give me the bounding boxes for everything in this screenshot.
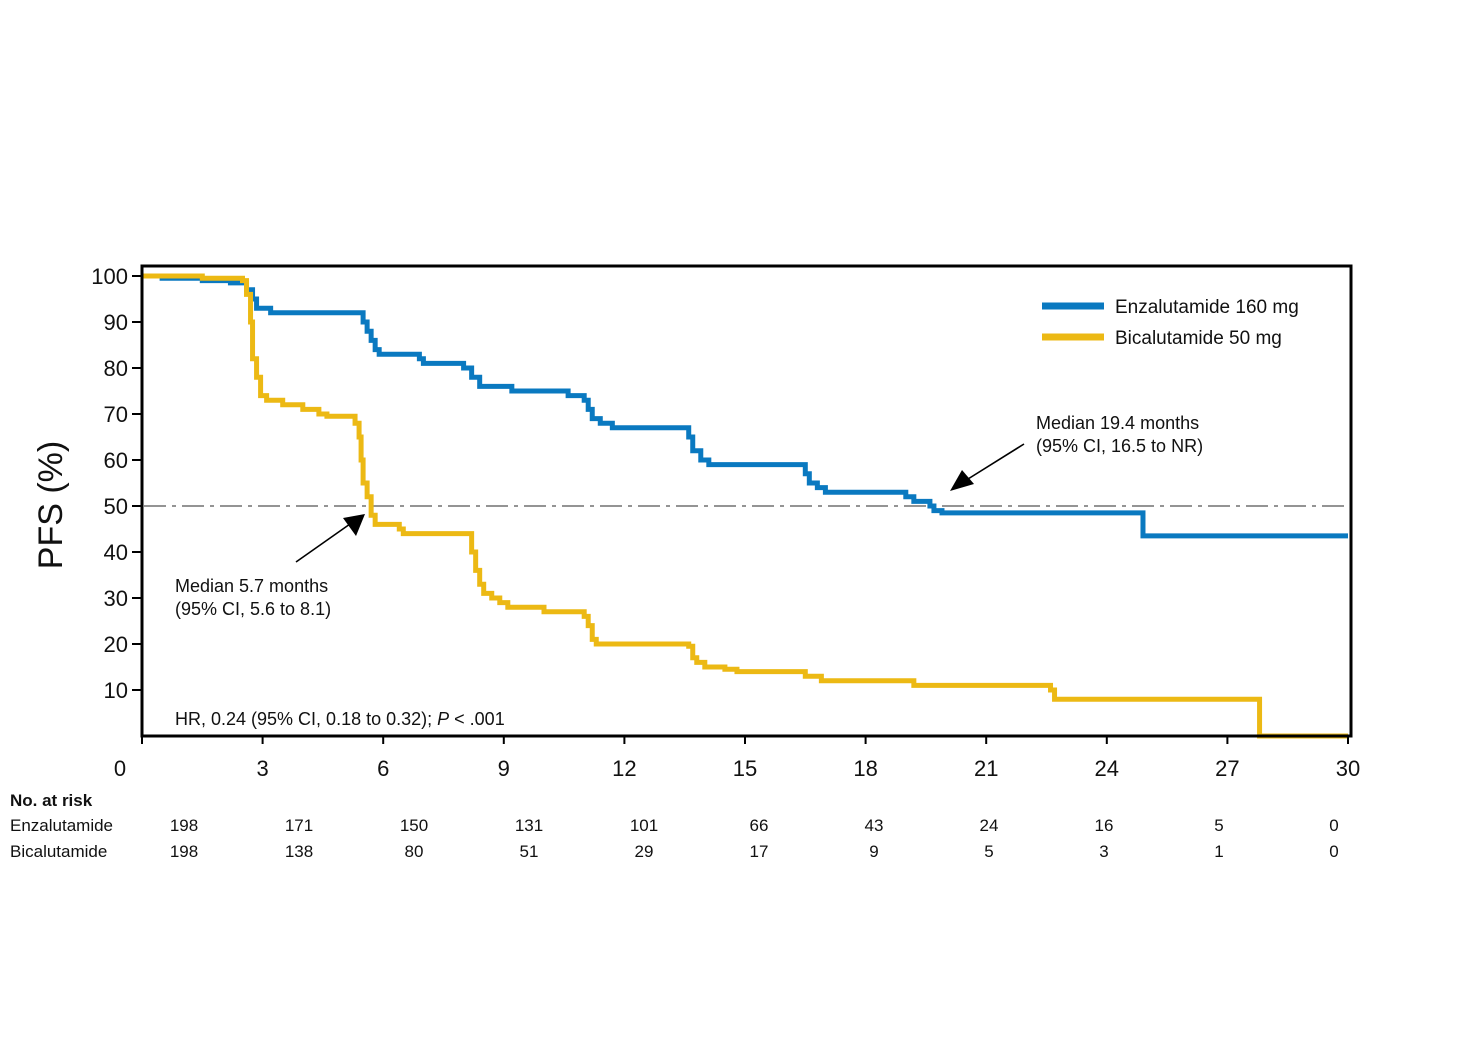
risk-cell: 24 [980, 816, 999, 835]
risk-cell: 43 [865, 816, 884, 835]
median-bicalutamide-label: (95% CI, 5.6 to 8.1) [175, 599, 331, 619]
risk-cell: 51 [520, 842, 539, 861]
y-tick-label: 50 [104, 494, 128, 519]
x-tick-label: 0 [114, 756, 126, 781]
arrow-shaft [295, 523, 351, 563]
y-tick-label: 10 [104, 678, 128, 703]
y-tick-label: 60 [104, 448, 128, 473]
risk-row-label: Bicalutamide [10, 842, 107, 861]
risk-table-title: No. at risk [10, 791, 93, 810]
y-axis-label: PFS (%) [32, 441, 70, 569]
risk-cell: 150 [400, 816, 428, 835]
x-tick-label: 18 [853, 756, 877, 781]
legend-label: Enzalutamide 160 mg [1115, 297, 1299, 318]
median-enzalutamide-label: Median 19.4 months [1036, 413, 1199, 433]
enzalutamide-curve [142, 273, 1348, 539]
arrow-head [950, 470, 974, 491]
median-bicalutamide-label: Median 5.7 months [175, 576, 328, 596]
risk-cell: 80 [405, 842, 424, 861]
risk-cell: 101 [630, 816, 658, 835]
risk-row-label: Enzalutamide [10, 816, 113, 835]
x-tick-label: 12 [612, 756, 636, 781]
hazard-ratio-text: HR, 0.24 (95% CI, 0.18 to 0.32); P < .00… [175, 709, 505, 729]
risk-cell: 138 [285, 842, 313, 861]
y-tick-label: 100 [91, 264, 128, 289]
y-tick-label: 30 [104, 586, 128, 611]
y-tick-label: 40 [104, 540, 128, 565]
risk-cell: 3 [1099, 842, 1108, 861]
x-tick-label: 9 [498, 756, 510, 781]
y-tick-label: 80 [104, 356, 128, 381]
risk-cell: 1 [1214, 842, 1223, 861]
risk-cell: 198 [170, 842, 198, 861]
x-tick-label: 27 [1215, 756, 1239, 781]
risk-cell: 198 [170, 816, 198, 835]
risk-cell: 17 [750, 842, 769, 861]
y-tick-label: 70 [104, 402, 128, 427]
risk-cell: 5 [1214, 816, 1223, 835]
risk-cell: 5 [984, 842, 993, 861]
risk-cell: 131 [515, 816, 543, 835]
y-tick-label: 20 [104, 632, 128, 657]
risk-cell: 0 [1329, 842, 1338, 861]
arrow-head [343, 514, 365, 536]
risk-cell: 171 [285, 816, 313, 835]
risk-cell: 29 [635, 842, 654, 861]
risk-cell: 66 [750, 816, 769, 835]
x-tick-label: 30 [1336, 756, 1360, 781]
x-tick-label: 6 [377, 756, 389, 781]
risk-cell: 9 [869, 842, 878, 861]
x-tick-label: 21 [974, 756, 998, 781]
bicalutamide-curve [142, 273, 1348, 739]
risk-cell: 0 [1329, 816, 1338, 835]
arrow-shaft [967, 443, 1025, 480]
x-tick-label: 15 [733, 756, 757, 781]
y-tick-label: 90 [104, 310, 128, 335]
x-tick-label: 3 [256, 756, 268, 781]
risk-cell: 16 [1095, 816, 1114, 835]
median-enzalutamide-label: (95% CI, 16.5 to NR) [1036, 436, 1203, 456]
x-tick-label: 24 [1095, 756, 1119, 781]
plot-frame [140, 264, 1353, 738]
legend-label: Bicalutamide 50 mg [1115, 328, 1282, 349]
